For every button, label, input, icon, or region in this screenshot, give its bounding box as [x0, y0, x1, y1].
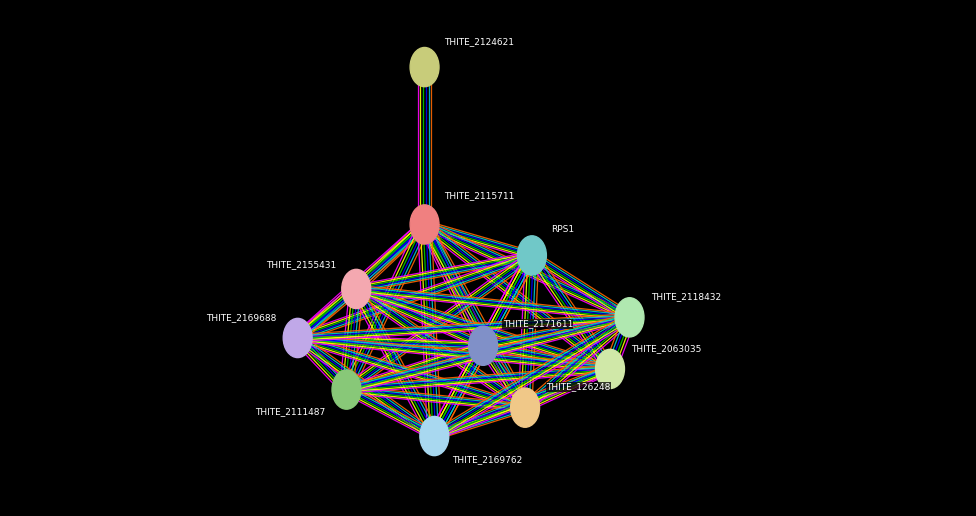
- Ellipse shape: [332, 370, 361, 409]
- Ellipse shape: [517, 236, 547, 275]
- Text: THITE_2169688: THITE_2169688: [206, 313, 276, 322]
- Ellipse shape: [410, 205, 439, 244]
- Text: THITE_2115711: THITE_2115711: [444, 191, 514, 201]
- Ellipse shape: [468, 326, 498, 365]
- Ellipse shape: [615, 298, 644, 337]
- Text: THITE_126248: THITE_126248: [547, 382, 611, 392]
- Text: THITE_2063035: THITE_2063035: [631, 344, 702, 353]
- Ellipse shape: [510, 388, 540, 427]
- Text: RPS1: RPS1: [551, 225, 575, 234]
- Text: THITE_2124621: THITE_2124621: [444, 37, 514, 46]
- Ellipse shape: [595, 349, 625, 389]
- Text: THITE_2171611: THITE_2171611: [503, 319, 573, 329]
- Text: THITE_2118432: THITE_2118432: [651, 292, 721, 301]
- Ellipse shape: [410, 47, 439, 87]
- Text: THITE_2111487: THITE_2111487: [255, 407, 325, 416]
- Text: THITE_2155431: THITE_2155431: [266, 260, 337, 269]
- Ellipse shape: [342, 269, 371, 309]
- Ellipse shape: [420, 416, 449, 456]
- Text: THITE_2169762: THITE_2169762: [452, 455, 522, 464]
- Ellipse shape: [283, 318, 312, 358]
